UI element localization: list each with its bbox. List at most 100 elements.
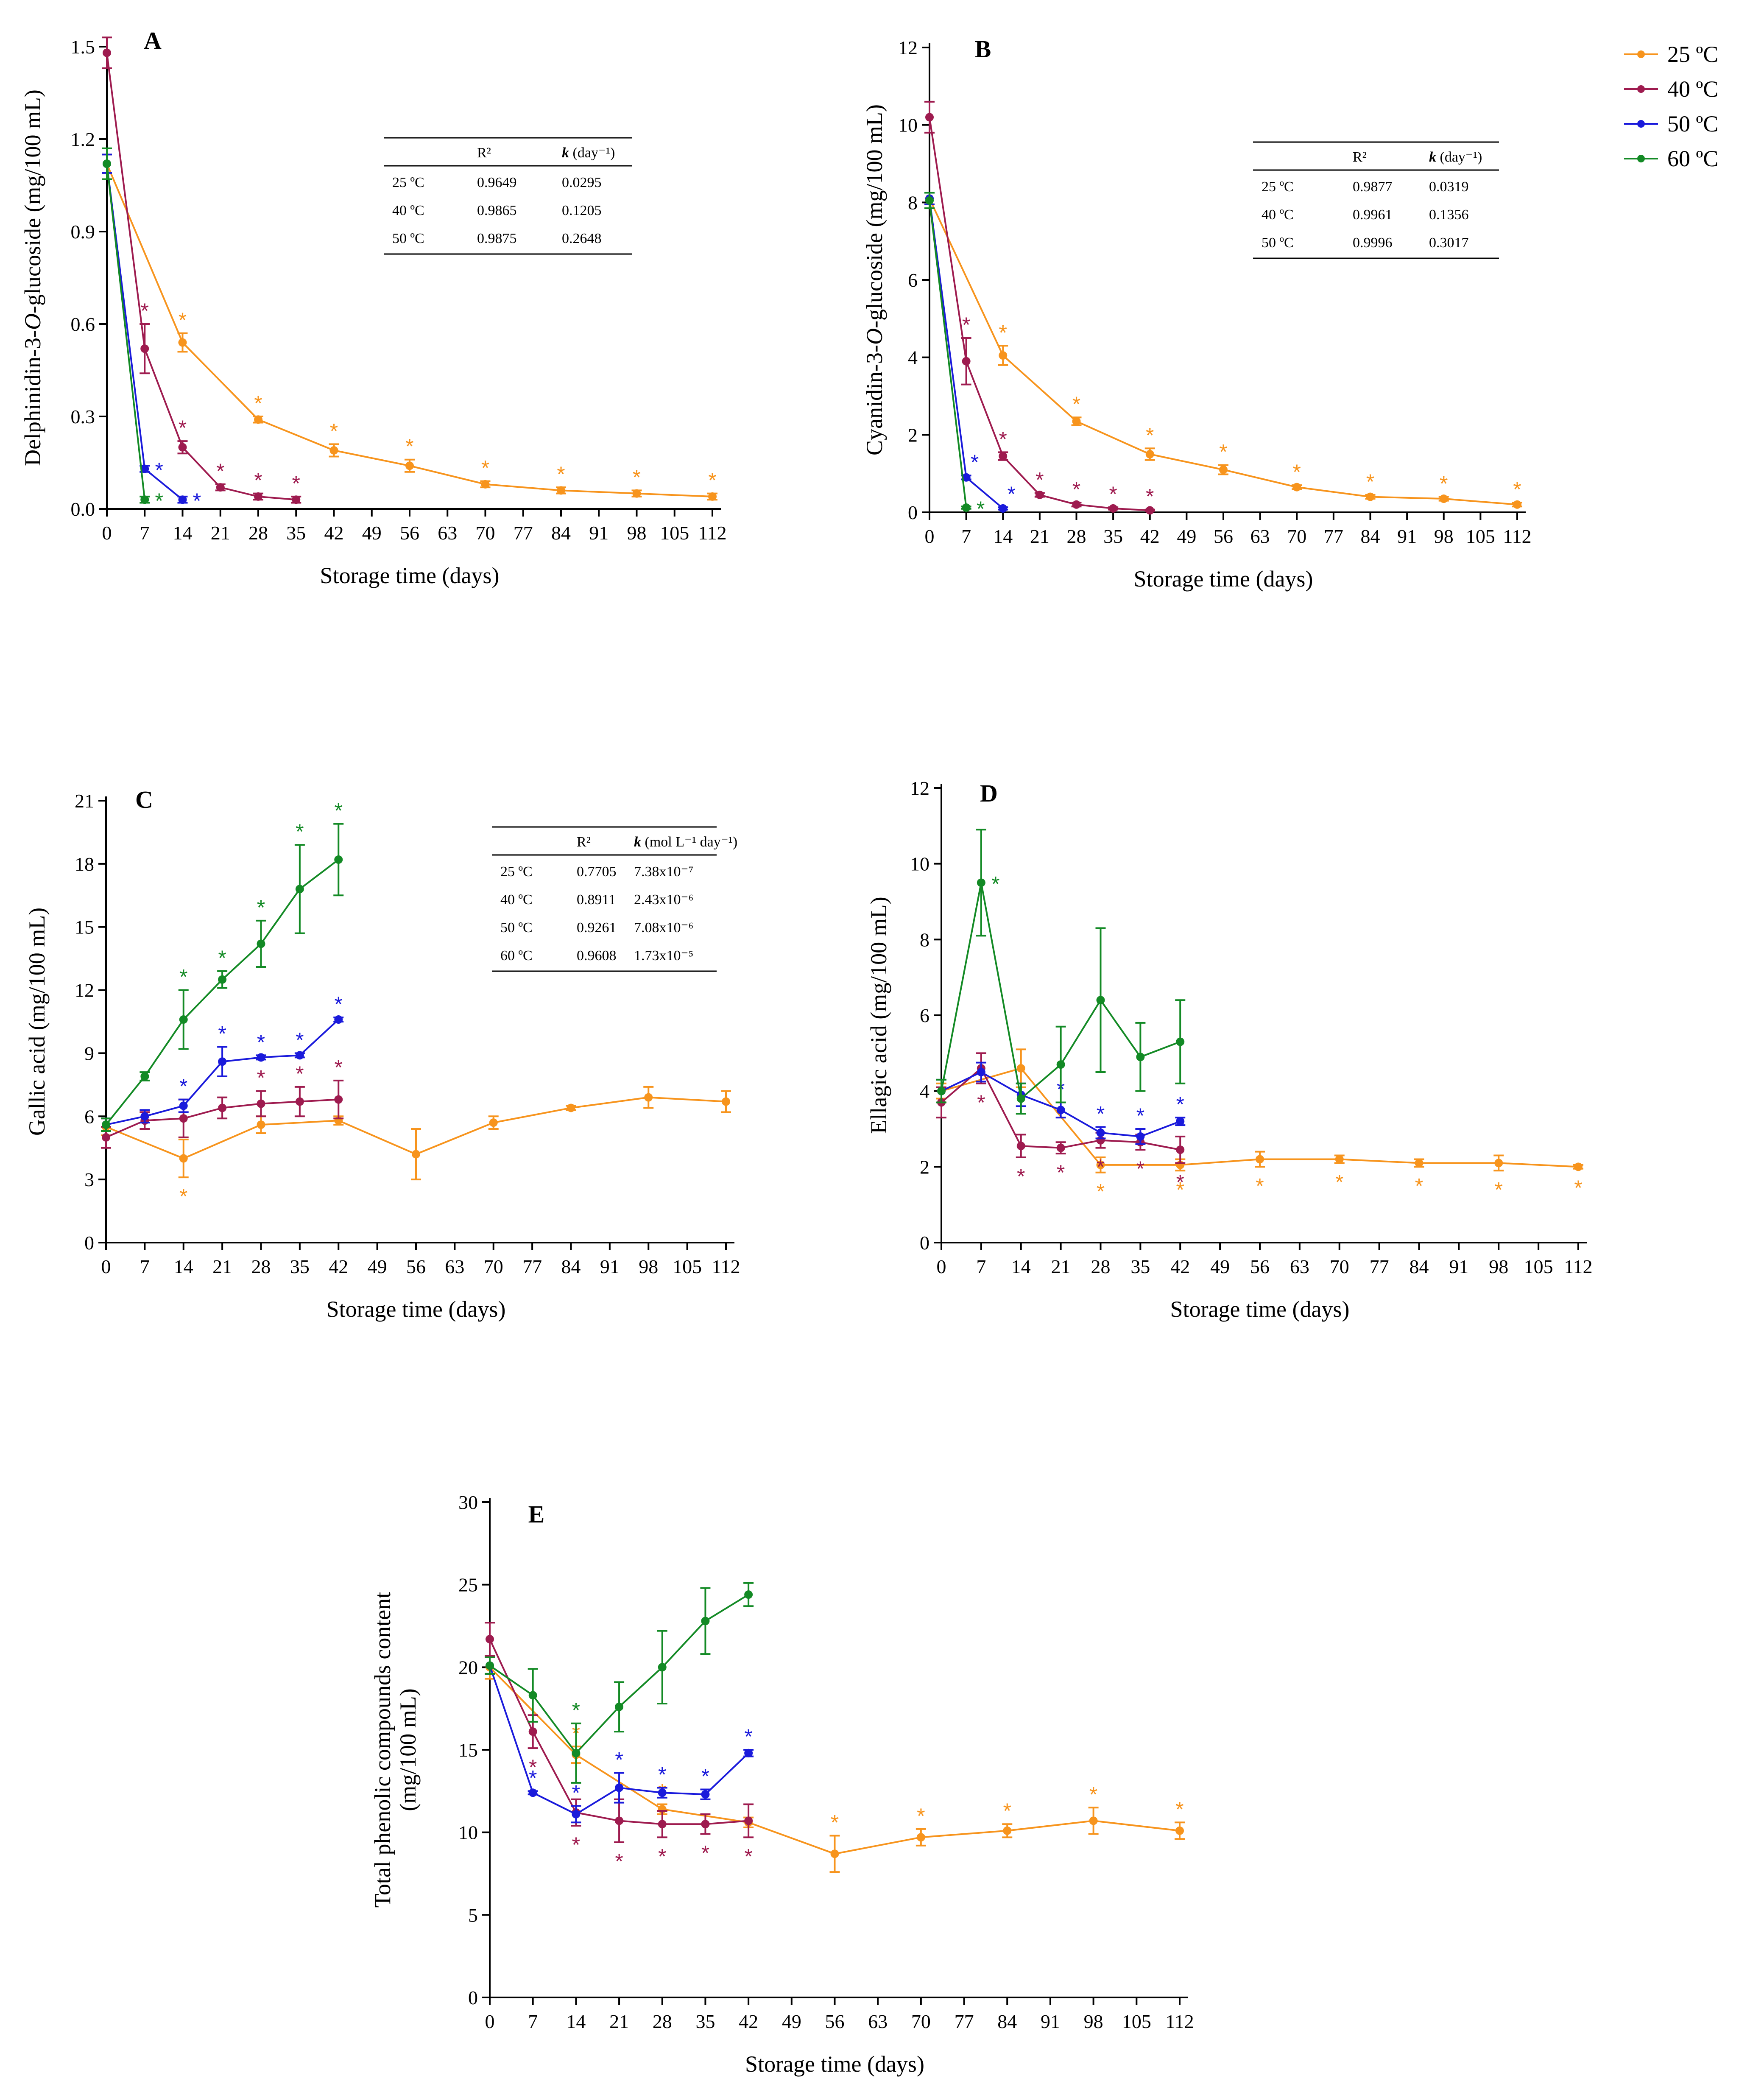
x-tick-label: 98 <box>1434 525 1454 547</box>
table-cell: 25 ºC <box>392 175 424 190</box>
data-point <box>528 1691 537 1700</box>
series-line-60c <box>106 163 146 500</box>
y-tick-label: 3 <box>84 1169 94 1190</box>
x-tick-label: 28 <box>248 522 268 544</box>
data-point <box>999 452 1008 461</box>
x-tick-label: 35 <box>1130 1256 1150 1277</box>
data-point <box>962 473 971 482</box>
significance-star: * <box>1003 1799 1011 1823</box>
x-tick-label: 70 <box>1287 525 1306 547</box>
x-tick-label: 77 <box>514 522 533 544</box>
y-tick-label: 25 <box>458 1574 478 1596</box>
x-tick-label: 7 <box>140 1256 150 1277</box>
x-tick-label: 98 <box>639 1256 658 1277</box>
y-tick-label: 0 <box>468 1987 478 2008</box>
data-point <box>216 483 225 492</box>
y-tick-label: 4 <box>920 1081 929 1102</box>
y-tick-label: 0 <box>84 1232 94 1254</box>
x-tick-label: 77 <box>1370 1256 1389 1277</box>
significance-star: * <box>615 1748 623 1772</box>
data-point <box>140 1072 149 1081</box>
x-tick-label: 91 <box>1449 1256 1468 1277</box>
data-point <box>1494 1159 1503 1168</box>
y-axis-label: Gallic acid (mg/100 mL) <box>24 908 50 1136</box>
y-tick-label: 10 <box>458 1822 478 1844</box>
significance-star: * <box>1036 468 1044 492</box>
y-axis-label: Total phenolic compounds content <box>370 1592 395 1908</box>
data-point <box>925 113 934 122</box>
data-point <box>1176 1145 1185 1154</box>
table-cell: 0.9608 <box>577 948 617 964</box>
x-tick-label: 28 <box>251 1256 271 1277</box>
data-point <box>329 446 338 455</box>
significance-star: * <box>1057 1161 1065 1184</box>
panel-a-delphinidin-chart: 0.0 0.3 0.6 0.9 1.2 1.5 0 7 14 21 28 35 42 49 56 63 70 77… <box>20 27 727 588</box>
kinetics-table: R² k (mol L⁻¹ day⁻¹) 25 ºC 0.7705 7.38x10⁻⁷ 4… <box>492 826 737 972</box>
data-point <box>615 1816 624 1825</box>
significance-star: * <box>1146 423 1154 447</box>
data-point <box>962 357 971 366</box>
x-tick-label: 63 <box>1250 525 1270 547</box>
significance-star: * <box>257 1030 265 1054</box>
data-point <box>334 855 343 864</box>
data-point <box>1016 1142 1025 1151</box>
x-tick-label: 7 <box>140 522 150 544</box>
y-tick-label: 6 <box>920 1005 929 1026</box>
data-point <box>937 1087 946 1095</box>
data-point <box>334 1095 343 1104</box>
data-point <box>557 486 565 495</box>
significance-star: * <box>179 416 187 440</box>
y-tick-label: 30 <box>458 1492 478 1513</box>
x-tick-label: 56 <box>825 2011 845 2032</box>
legend-label: 25 ºC <box>1667 42 1718 67</box>
significance-star: * <box>633 465 641 489</box>
significance-star: * <box>155 489 163 513</box>
table-cell: 0.9649 <box>477 175 517 190</box>
x-tick-label: 112 <box>1564 1256 1592 1277</box>
significance-star: * <box>658 1844 666 1868</box>
data-point <box>178 338 187 347</box>
x-tick-label: 105 <box>1122 2011 1151 2032</box>
table-cell: 7.08x10⁻⁶ <box>634 920 693 936</box>
significance-star: * <box>831 1810 839 1834</box>
y-axis-label: Ellagic acid (mg/100 mL) <box>866 897 891 1134</box>
x-tick-label: 7 <box>528 2011 538 2032</box>
significance-star: * <box>1440 472 1448 495</box>
significance-star: * <box>1097 1180 1105 1204</box>
x-axis-label: Storage time (days) <box>320 563 500 588</box>
x-tick-label: 98 <box>627 522 647 544</box>
series-25c: * * * * * * * * <box>102 154 717 501</box>
data-point <box>1016 1064 1025 1073</box>
table-header: R² <box>577 834 591 850</box>
y-axis-label-part: O <box>20 313 45 330</box>
legend-item-40c: 40 ºC <box>1624 76 1718 102</box>
kinetics-table: R² k (day⁻¹) 25 ºC 0.9877 0.0319 40 ºC 0.9961 0… <box>1253 141 1499 259</box>
table-cell: 0.9875 <box>477 231 517 246</box>
table-cell: 0.8911 <box>577 892 616 908</box>
table-header: k (day⁻¹) <box>1429 149 1482 165</box>
x-tick-label: 42 <box>329 1256 348 1277</box>
data-point <box>481 480 490 489</box>
table-cell: 0.7705 <box>577 864 617 880</box>
series-25c: ******* <box>936 1048 1583 1204</box>
x-tick-label: 84 <box>561 1256 581 1277</box>
x-tick-label: 35 <box>286 522 306 544</box>
table-cell: 25 ºC <box>1262 179 1294 195</box>
data-point <box>295 1051 304 1060</box>
significance-star: * <box>141 299 149 323</box>
significance-star: * <box>1513 478 1521 501</box>
series-60c: * <box>924 192 985 521</box>
x-tick-label: 84 <box>997 2011 1017 2032</box>
data-point <box>218 1057 227 1066</box>
x-tick-label: 105 <box>660 522 689 544</box>
x-tick-label: 63 <box>445 1256 464 1277</box>
y-tick-label: 15 <box>75 916 94 938</box>
table-header-k: k <box>634 834 641 850</box>
significance-star: * <box>1136 1104 1144 1128</box>
x-tick-label: 49 <box>1210 1256 1230 1277</box>
table-header-unit: (day⁻¹) <box>569 145 615 161</box>
significance-star: * <box>1256 1174 1264 1198</box>
legend-marker <box>1637 155 1645 162</box>
data-point <box>257 1053 265 1062</box>
x-tick-label: 0 <box>101 1256 111 1277</box>
